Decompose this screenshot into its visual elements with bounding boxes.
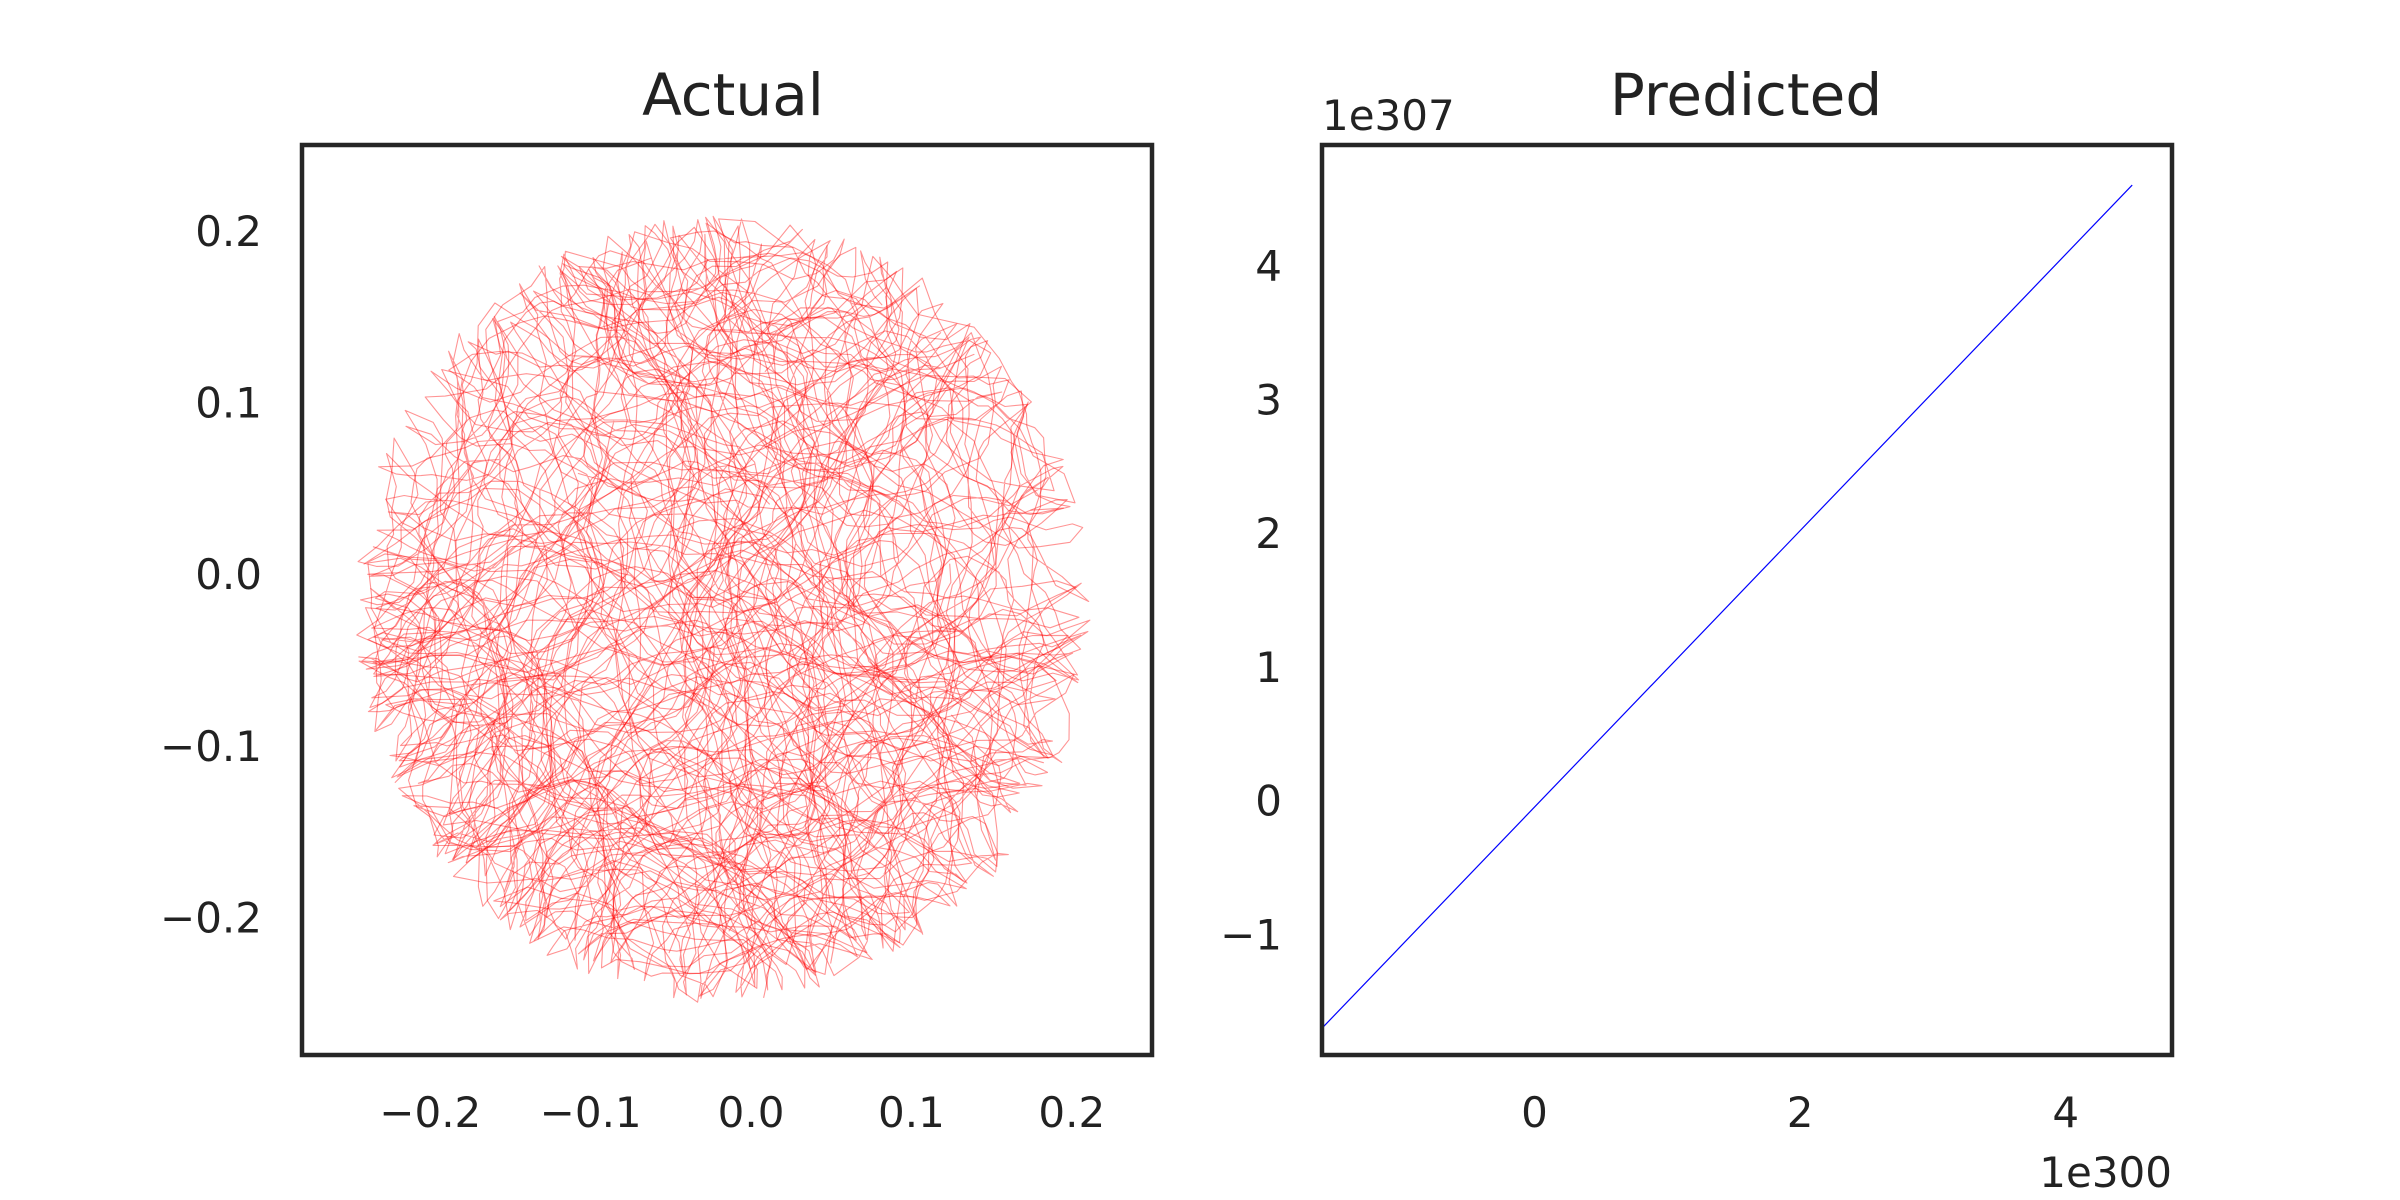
actual-trajectory-segment bbox=[367, 216, 1091, 997]
predicted-line bbox=[1321, 184, 2133, 1029]
predicted-y-tick-label: 0 bbox=[1255, 777, 1282, 826]
actual-trajectory-segment bbox=[367, 234, 1054, 999]
actual-trajectory-segment bbox=[363, 223, 1076, 976]
predicted-x-tick-label: 4 bbox=[2052, 1088, 2079, 1137]
actual-trajectory-segment bbox=[356, 219, 1069, 975]
predicted-y-offset-label: 1e307 bbox=[1322, 91, 1455, 140]
actual-trajectory-segment bbox=[367, 233, 1082, 988]
actual-y-tick-label: 0.0 bbox=[195, 550, 262, 599]
predicted-x-ticks: 0 2 4 bbox=[1521, 1088, 2079, 1137]
actual-x-ticks: −0.2 −0.1 0.0 0.1 0.2 bbox=[379, 1088, 1105, 1137]
predicted-x-offset-label: 1e300 bbox=[2039, 1148, 2172, 1197]
actual-trajectory-segment bbox=[364, 238, 1079, 980]
actual-title: Actual bbox=[642, 61, 824, 129]
predicted-y-tick-label: −1 bbox=[1220, 911, 1282, 960]
actual-x-tick-label: 0.2 bbox=[1038, 1088, 1105, 1137]
actual-trajectory-segment bbox=[371, 222, 1080, 989]
actual-trajectory-segment bbox=[358, 218, 1053, 1003]
predicted-axes-frame bbox=[1319, 142, 2175, 1058]
predicted-panel: Predicted 1e307 0 2 4 −1 0 1 2 3 4 1e300 bbox=[1220, 61, 2175, 1197]
actual-y-tick-label: 0.1 bbox=[195, 379, 262, 428]
predicted-y-tick-label: 2 bbox=[1255, 509, 1282, 558]
actual-trajectory-segment bbox=[372, 228, 1090, 998]
actual-x-tick-label: −0.1 bbox=[540, 1088, 642, 1137]
actual-trajectory-segment bbox=[358, 265, 1089, 991]
predicted-x-tick-label: 0 bbox=[1521, 1088, 1548, 1137]
actual-y-tick-label: 0.2 bbox=[195, 207, 262, 256]
actual-x-tick-label: 0.0 bbox=[718, 1088, 785, 1137]
actual-y-ticks: −0.2 −0.1 0.0 0.1 0.2 bbox=[160, 207, 262, 943]
predicted-y-tick-label: 3 bbox=[1255, 375, 1282, 424]
actual-y-tick-label: −0.1 bbox=[160, 722, 262, 771]
predicted-title: Predicted bbox=[1610, 61, 1882, 129]
predicted-series-line bbox=[1321, 184, 2133, 1029]
actual-axes-frame bbox=[299, 142, 1155, 1058]
actual-panel: Actual −0.2 −0.1 0.0 0.1 0.2 −0.2 −0.1 0.0 0.1 0… bbox=[160, 61, 1155, 1137]
actual-trajectory bbox=[356, 215, 1091, 1003]
actual-y-tick-label: −0.2 bbox=[160, 894, 262, 943]
actual-trajectory-segment bbox=[361, 225, 1082, 935]
predicted-x-tick-label: 2 bbox=[1787, 1088, 1814, 1137]
actual-x-tick-label: 0.1 bbox=[878, 1088, 945, 1137]
actual-trajectory-segment bbox=[369, 215, 1049, 996]
actual-x-tick-label: −0.2 bbox=[379, 1088, 481, 1137]
predicted-y-tick-label: 4 bbox=[1255, 241, 1282, 290]
actual-trajectory-segment bbox=[359, 230, 1082, 989]
predicted-y-tick-label: 1 bbox=[1255, 643, 1282, 692]
predicted-y-ticks: −1 0 1 2 3 4 bbox=[1220, 241, 1282, 959]
actual-trajectory-segment bbox=[373, 240, 1084, 962]
